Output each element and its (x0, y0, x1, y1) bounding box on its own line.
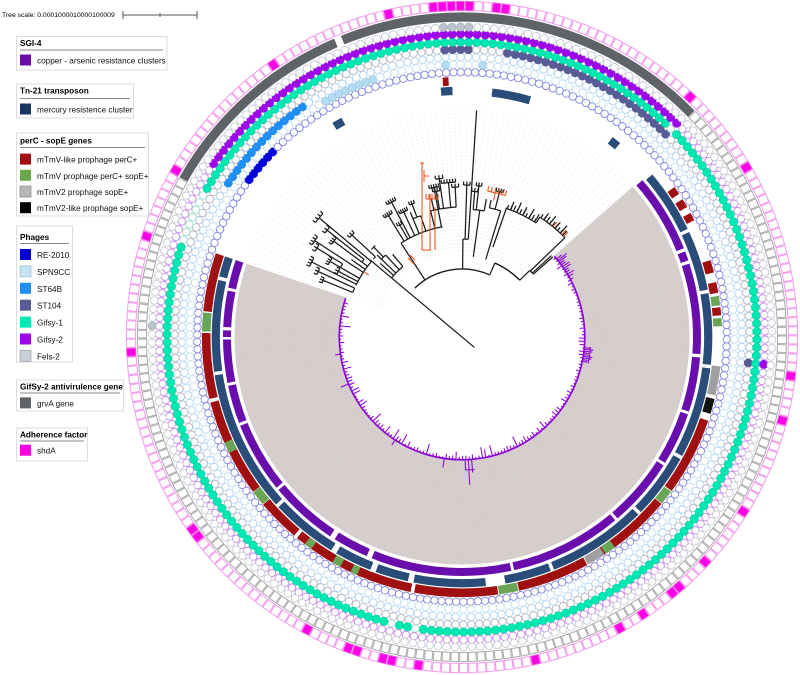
svg-text:RE-2010: RE-2010 (37, 251, 70, 260)
svg-text:perC - sopE genes: perC - sopE genes (20, 137, 92, 146)
svg-text:grvA gene: grvA gene (37, 399, 74, 408)
svg-text:mTmV2 prophage sopE+: mTmV2 prophage sopE+ (37, 188, 128, 197)
svg-text:ST64B: ST64B (37, 285, 63, 294)
svg-text:Gifsy-1: Gifsy-1 (37, 319, 63, 328)
svg-text:shdA: shdA (37, 447, 56, 456)
svg-text:Fels-2: Fels-2 (37, 352, 60, 361)
svg-text:Phages: Phages (20, 233, 50, 242)
svg-text:copper - arsenic resistance cl: copper - arsenic resistance clusters (37, 57, 166, 66)
svg-text:mTmV-like prophage perC+: mTmV-like prophage perC+ (37, 156, 138, 165)
svg-text:Adherence factor: Adherence factor (20, 431, 88, 440)
svg-text:ST104: ST104 (37, 302, 62, 311)
svg-text:mTmV prophage perC+ sopE+: mTmV prophage perC+ sopE+ (37, 172, 149, 181)
svg-text:mercury resistence cluster: mercury resistence cluster (37, 106, 133, 115)
svg-text:mTmV2-like prophage sopE+: mTmV2-like prophage sopE+ (37, 204, 143, 213)
svg-text:Tree scale: 0.0001000010000100: Tree scale: 0.0001000010000100009 (2, 12, 115, 19)
svg-text:SGI-4: SGI-4 (20, 39, 42, 48)
svg-text:Tn-21 transposon: Tn-21 transposon (20, 87, 89, 96)
svg-text:GifSy-2 antivirulence gene: GifSy-2 antivirulence gene (20, 383, 123, 392)
svg-text:SPN9CC: SPN9CC (37, 268, 70, 277)
svg-text:Gifsy-2: Gifsy-2 (37, 336, 63, 345)
